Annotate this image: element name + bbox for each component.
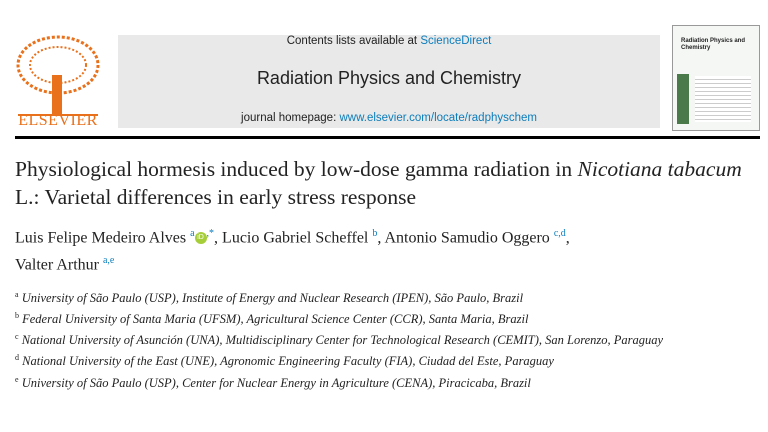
- title-italic: Nicotiana tabacum: [577, 157, 742, 181]
- author-affil-mark[interactable]: a: [190, 228, 195, 239]
- author-name: Valter Arthur: [15, 256, 99, 274]
- affiliation: b Federal University of Santa Maria (UFS…: [15, 307, 765, 328]
- affiliation-text: Federal University of Santa Maria (UFSM)…: [22, 312, 529, 327]
- title-text: Physiological hormesis induced by low-do…: [15, 157, 578, 181]
- affiliation-mark: a: [15, 290, 19, 299]
- author-name: Antonio Samudio Oggero: [384, 229, 550, 247]
- affiliation-mark: e: [15, 374, 19, 384]
- affiliation: e University of São Paulo (USP), Center …: [15, 371, 765, 392]
- orcid-icon[interactable]: iD: [194, 232, 207, 245]
- affiliation: a University of São Paulo (USP), Institu…: [15, 286, 765, 307]
- cover-title: Radiation Physics and Chemistry: [681, 38, 746, 51]
- author-affil-mark[interactable]: b: [372, 228, 378, 239]
- article-title: Physiological hormesis induced by low-do…: [15, 155, 755, 211]
- author-separator: ,: [565, 229, 570, 247]
- affiliation-text: National University of Asunción (UNA), M…: [21, 333, 664, 348]
- homepage-prefix: journal homepage:: [241, 112, 337, 124]
- author-list: Luis Felipe Medeiro Alves a iD ,*, Lucio G…: [15, 222, 755, 277]
- affiliation-text: University of São Paulo (USP), Center fo…: [21, 375, 531, 390]
- affiliation: d National University of the East (UNE),…: [15, 349, 765, 370]
- affiliation-text: National University of the East (UNE), A…: [22, 354, 554, 369]
- title-text: L.: Varietal differences in early stress…: [15, 185, 416, 209]
- homepage-link[interactable]: www.elsevier.com/locate/radphyschem: [339, 112, 537, 124]
- affiliation-text: University of São Paulo (USP), Institute…: [21, 291, 524, 306]
- author-affil-mark[interactable]: a,e: [102, 255, 115, 267]
- author-note[interactable]: ,*: [206, 228, 215, 239]
- affiliation-mark: c: [15, 332, 19, 342]
- affiliation-mark: b: [15, 311, 19, 321]
- author-affil-mark[interactable]: c,d: [553, 228, 566, 239]
- header-rule: [15, 136, 760, 139]
- affiliation-list: a University of São Paulo (USP), Institu…: [15, 286, 765, 392]
- contents-prefix: Contents lists available at: [286, 35, 418, 47]
- journal-name: Radiation Physics and Chemistry: [256, 68, 522, 88]
- author-separator: ,: [377, 229, 385, 247]
- journal-cover: Radiation Physics and Chemistry: [672, 25, 760, 131]
- publisher-name: ELSEVIER: [18, 112, 98, 129]
- author-name: Lucio Gabriel Scheffel: [222, 229, 369, 247]
- affiliation: c National University of Asunción (UNA),…: [15, 328, 765, 349]
- journal-banner: Contents lists available at ScienceDirec…: [118, 35, 660, 128]
- publisher-logo: [16, 35, 100, 116]
- author-name: Luis Felipe Medeiro Alves: [15, 229, 187, 247]
- author-separator: ,: [214, 229, 223, 247]
- contents-link[interactable]: ScienceDirect: [420, 35, 492, 47]
- affiliation-mark: d: [15, 353, 19, 363]
